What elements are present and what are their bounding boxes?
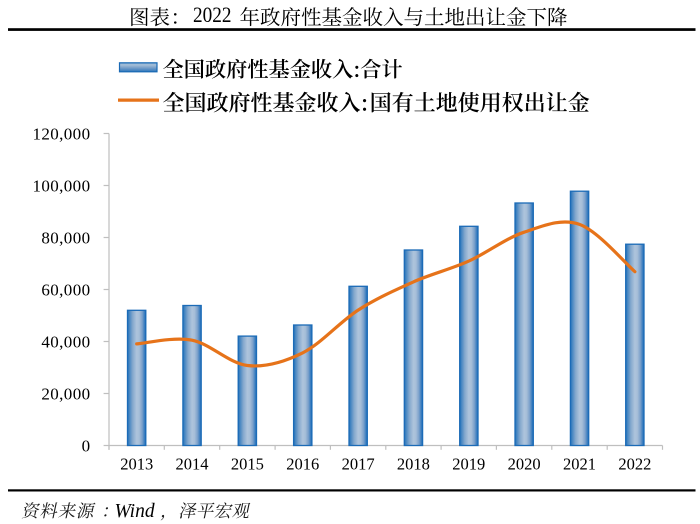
svg-text:0: 0 (82, 436, 91, 455)
svg-text:2014: 2014 (176, 455, 209, 474)
svg-text:2022: 2022 (618, 455, 651, 474)
svg-text:120,000: 120,000 (32, 124, 90, 143)
svg-text:2019: 2019 (452, 455, 485, 474)
svg-text:Wind: Wind (115, 501, 155, 522)
svg-text:2021: 2021 (563, 455, 596, 474)
svg-text:20,000: 20,000 (41, 384, 90, 403)
svg-text:40,000: 40,000 (41, 332, 90, 351)
svg-text:100,000: 100,000 (32, 176, 90, 195)
svg-text:2020: 2020 (508, 455, 541, 474)
svg-text:80,000: 80,000 (41, 228, 90, 247)
svg-text:2016: 2016 (286, 455, 319, 474)
svg-text:60,000: 60,000 (41, 280, 90, 299)
svg-text:2013: 2013 (120, 455, 153, 474)
svg-text:2017: 2017 (342, 455, 375, 474)
svg-text:2022: 2022 (193, 2, 232, 27)
svg-text:2015: 2015 (231, 455, 264, 474)
svg-text:2018: 2018 (397, 455, 430, 474)
